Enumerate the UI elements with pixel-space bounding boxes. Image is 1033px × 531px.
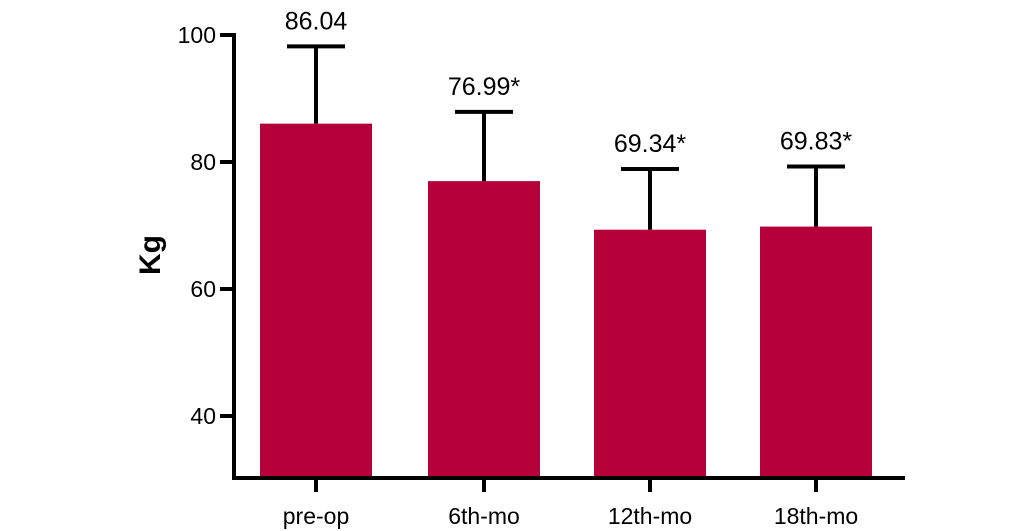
bar-18th-mo bbox=[760, 226, 872, 478]
x-tick-label: 12th-mo bbox=[608, 503, 692, 529]
y-tick-label: 60 bbox=[190, 276, 216, 302]
bar-6th-mo bbox=[428, 181, 540, 478]
bar-pre-op bbox=[260, 123, 372, 478]
value-label: 86.04 bbox=[285, 7, 348, 35]
x-tick-label: pre-op bbox=[283, 503, 349, 529]
x-tick-label: 18th-mo bbox=[774, 503, 858, 529]
axes bbox=[232, 33, 905, 480]
value-labels: 86.04 76.99* 69.34* 69.83* bbox=[285, 7, 853, 158]
y-axis-title: Kg bbox=[134, 235, 167, 275]
y-tick-label: 80 bbox=[190, 149, 216, 175]
bars bbox=[260, 123, 872, 478]
bar-12th-mo bbox=[594, 229, 706, 478]
y-ticks: 40 60 80 100 bbox=[178, 22, 234, 429]
y-tick-label: 40 bbox=[190, 403, 216, 429]
value-label: 69.83* bbox=[780, 127, 853, 155]
x-tick-label: 6th-mo bbox=[448, 503, 520, 529]
y-tick-label: 100 bbox=[178, 22, 216, 48]
error-bars bbox=[287, 44, 845, 230]
value-label: 69.34* bbox=[614, 130, 687, 158]
value-label: 76.99* bbox=[448, 73, 521, 101]
x-ticks: pre-op 6th-mo 12th-mo 18th-mo bbox=[283, 478, 858, 529]
